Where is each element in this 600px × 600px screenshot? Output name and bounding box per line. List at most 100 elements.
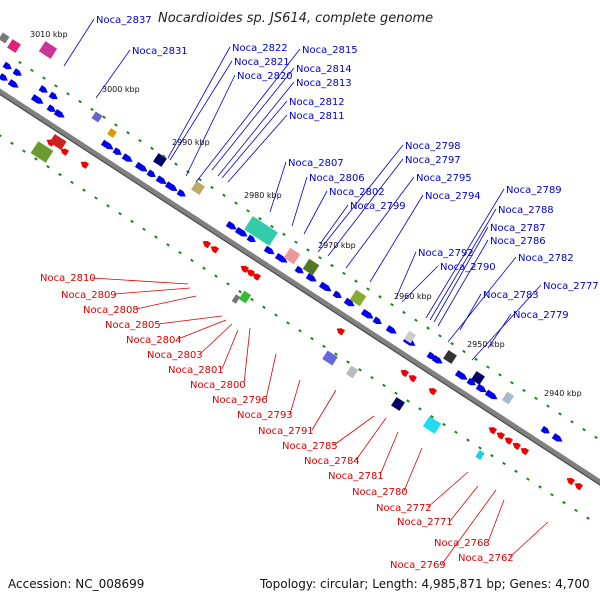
gene-label[interactable]: Noca_2804 bbox=[126, 335, 182, 346]
gene-label[interactable]: Noca_2790 bbox=[440, 262, 496, 273]
gene-label[interactable]: Noca_2814 bbox=[296, 64, 352, 75]
gene-label[interactable]: Noca_2800 bbox=[190, 380, 246, 391]
forward-gene-arrow bbox=[274, 252, 288, 263]
gene-label[interactable]: Noca_2815 bbox=[302, 45, 358, 56]
tick-mark bbox=[262, 305, 266, 309]
gene-label[interactable]: Noca_2809 bbox=[61, 290, 117, 301]
track-tick bbox=[130, 219, 134, 224]
gene-label[interactable]: Noca_2837 bbox=[96, 15, 152, 26]
gene-label[interactable]: Noca_2810 bbox=[40, 273, 96, 284]
gene-label[interactable]: Noca_2822 bbox=[232, 43, 288, 54]
feature-box bbox=[322, 350, 338, 366]
gene-label[interactable]: Noca_2821 bbox=[234, 57, 290, 68]
gene-label[interactable]: Noca_2794 bbox=[425, 191, 481, 202]
gene-label[interactable]: Noca_2768 bbox=[434, 538, 490, 549]
track-tick bbox=[66, 92, 70, 96]
gene-label[interactable]: Noca_2788 bbox=[498, 205, 554, 216]
forward-gene-arrow bbox=[112, 147, 122, 155]
gene-label[interactable]: Noca_2797 bbox=[405, 155, 461, 166]
gene-label[interactable]: Noca_2805 bbox=[105, 320, 161, 331]
tick-mark bbox=[138, 138, 142, 143]
gene-label[interactable]: Noca_2808 bbox=[83, 305, 139, 316]
reverse-gene-arrow bbox=[210, 246, 219, 254]
gene-label[interactable]: Noca_2785 bbox=[282, 441, 338, 452]
gene-label[interactable]: Noca_2777 bbox=[543, 281, 599, 292]
gene-label[interactable]: Noca_2792 bbox=[418, 248, 474, 259]
gene-label[interactable]: Noca_2791 bbox=[258, 426, 314, 437]
gene-label[interactable]: Noca_2820 bbox=[237, 71, 293, 82]
track-tick bbox=[442, 422, 446, 427]
track-tick bbox=[210, 185, 214, 190]
gene-label[interactable]: Noca_2795 bbox=[416, 173, 472, 184]
track-tick bbox=[42, 76, 46, 80]
track-tick bbox=[238, 290, 242, 294]
forward-gene-arrow bbox=[246, 234, 256, 243]
gene-label[interactable]: Noca_2786 bbox=[490, 236, 546, 247]
gene-label[interactable]: Noca_2789 bbox=[506, 185, 562, 196]
gene-arrow-shape bbox=[512, 442, 521, 451]
track-tick bbox=[354, 279, 358, 283]
gene-label[interactable]: Noca_2807 bbox=[288, 158, 344, 169]
gene-label[interactable]: Noca_2781 bbox=[328, 471, 384, 482]
track-tick bbox=[262, 305, 266, 309]
tick-mark bbox=[438, 334, 442, 338]
gene-arrow-shape bbox=[504, 437, 513, 445]
feature-box bbox=[153, 153, 167, 167]
track-tick bbox=[586, 516, 590, 520]
gene-label[interactable]: Noca_2784 bbox=[304, 456, 360, 467]
leader-line-forward bbox=[447, 256, 517, 343]
gene-label[interactable]: Noca_2793 bbox=[237, 410, 293, 421]
gene-label[interactable]: Noca_2811 bbox=[289, 111, 345, 122]
feature-box bbox=[191, 181, 205, 195]
gene-label[interactable]: Noca_2812 bbox=[289, 97, 345, 108]
gene-label[interactable]: Noca_2783 bbox=[483, 290, 539, 301]
forward-gene-arrow bbox=[225, 220, 237, 230]
gene-label[interactable]: Noca_2782 bbox=[518, 253, 574, 264]
gene-arrow-shape bbox=[263, 245, 275, 255]
gene-arrow-shape bbox=[225, 220, 237, 230]
feature-box-teal bbox=[244, 216, 278, 246]
track-tick bbox=[402, 310, 406, 315]
gene-label[interactable]: Noca_2831 bbox=[132, 46, 188, 57]
gene-label[interactable]: Noca_2769 bbox=[390, 560, 446, 571]
forward-gene-arrow bbox=[294, 265, 304, 274]
gene-label[interactable]: Noca_2803 bbox=[147, 350, 203, 361]
gene-arrow-shape bbox=[121, 153, 133, 162]
gene-label[interactable]: Noca_2802 bbox=[329, 187, 385, 198]
reverse-gene-arrow bbox=[252, 273, 261, 281]
tick-mark bbox=[70, 180, 74, 185]
gene-label[interactable]: Noca_2813 bbox=[296, 78, 352, 89]
track-tick bbox=[450, 342, 454, 346]
forward-gene-arrow bbox=[7, 79, 19, 88]
gene-label[interactable]: Noca_2779 bbox=[513, 310, 569, 321]
genome-backbone-shadow bbox=[0, 93, 600, 486]
gene-label[interactable]: Noca_2780 bbox=[352, 487, 408, 498]
gene-label[interactable]: Noca_2801 bbox=[168, 365, 224, 376]
forward-gene-arrow bbox=[426, 351, 436, 360]
track-tick bbox=[274, 313, 278, 317]
tick-mark bbox=[154, 235, 158, 239]
tick-mark bbox=[130, 219, 134, 224]
tick-mark bbox=[342, 271, 346, 276]
gene-arrow-shape bbox=[566, 477, 575, 486]
gene-label[interactable]: Noca_2771 bbox=[397, 517, 453, 528]
gene-label[interactable]: Noca_2787 bbox=[490, 223, 546, 234]
track-tick bbox=[18, 60, 22, 65]
tick-mark bbox=[430, 414, 434, 419]
track-tick bbox=[546, 404, 550, 408]
accession-text: Accession: NC_008699 bbox=[8, 577, 144, 591]
reverse-gene-arrow bbox=[400, 369, 409, 378]
feature-box bbox=[422, 416, 442, 434]
gene-label[interactable]: Noca_2762 bbox=[458, 553, 514, 564]
tick-mark bbox=[34, 157, 38, 161]
track-tick bbox=[270, 224, 274, 229]
tick-mark bbox=[202, 266, 206, 270]
gene-arrow-shape bbox=[155, 175, 167, 184]
gene-label[interactable]: Noca_2796 bbox=[212, 395, 268, 406]
gene-label[interactable]: Noca_2806 bbox=[309, 173, 365, 184]
gene-label[interactable]: Noca_2799 bbox=[350, 201, 406, 212]
gene-label[interactable]: Noca_2772 bbox=[376, 503, 432, 514]
leader-line-forward bbox=[459, 293, 482, 331]
gene-label[interactable]: Noca_2798 bbox=[405, 141, 461, 152]
leader-line-reverse bbox=[403, 447, 423, 492]
